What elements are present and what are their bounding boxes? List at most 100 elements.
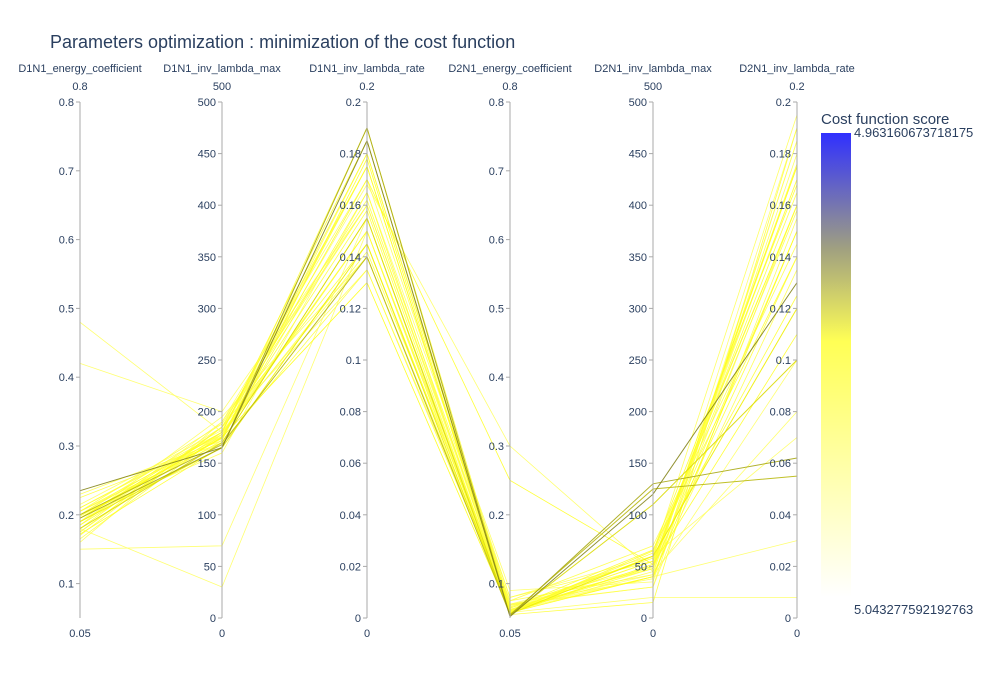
tick-label: 0.2	[489, 510, 504, 522]
data-line	[79, 140, 798, 591]
axis-D2N1_energy_coefficient[interactable]: D2N1_energy_coefficient 0.8 0.05 0.1 0.2 0.3 0…	[448, 63, 571, 640]
axis-range-max: 500	[213, 81, 231, 93]
data-lines	[79, 114, 798, 618]
tick-label: 0.7	[489, 166, 504, 178]
tick-label: 0	[210, 613, 216, 625]
data-line	[79, 209, 798, 612]
tick-label: 150	[198, 458, 216, 470]
tick-label: 0	[785, 613, 791, 625]
tick-label: 300	[198, 303, 216, 315]
tick-label: 0.06	[770, 458, 791, 470]
tick-label: 0.1	[489, 579, 504, 591]
axis-D1N1_energy_coefficient[interactable]: D1N1_energy_coefficient 0.8 0.05 0.1 0.2 0.3 0…	[18, 63, 141, 640]
tick-label: 200	[629, 407, 647, 419]
axis-range-min: 0.05	[499, 628, 520, 640]
tick-label: 0.16	[340, 200, 361, 212]
data-line	[79, 163, 798, 611]
tick-label: 350	[629, 252, 647, 264]
tick-label: 0.3	[489, 441, 504, 453]
tick-label: 0.5	[489, 303, 504, 315]
tick-label: 0.02	[770, 561, 791, 573]
axis-range-min: 0	[219, 628, 225, 640]
tick-label: 0.8	[59, 97, 74, 109]
tick-label: 0.5	[59, 303, 74, 315]
data-line	[79, 230, 798, 613]
axis-range-min: 0.05	[69, 628, 90, 640]
tick-label: 0.14	[770, 252, 791, 264]
tick-label: 300	[629, 303, 647, 315]
axis-range-max: 0.2	[789, 81, 804, 93]
tick-label: 100	[629, 510, 647, 522]
tick-label: 0.3	[59, 441, 74, 453]
tick-label: 0.2	[346, 97, 361, 109]
tick-label: 0.8	[489, 97, 504, 109]
tick-label: 250	[198, 355, 216, 367]
data-line	[79, 229, 798, 612]
data-line	[79, 114, 798, 598]
tick-label: 0.4	[59, 372, 74, 384]
data-line	[79, 126, 798, 617]
tick-label: 0.16	[770, 200, 791, 212]
tick-label: 450	[198, 149, 216, 161]
data-line	[79, 157, 798, 614]
axis-range-max: 0.8	[72, 81, 87, 93]
tick-label: 0	[641, 613, 647, 625]
tick-label: 0.1	[59, 579, 74, 591]
axis-D1N1_inv_lambda_rate[interactable]: D1N1_inv_lambda_rate 0.2 00 0.02 0.04 0.06 0.0…	[309, 63, 425, 640]
tick-label: 0.12	[340, 303, 361, 315]
tick-label: 0.06	[340, 458, 361, 470]
colorbar-title: Cost function score	[821, 111, 949, 128]
axis-D2N1_inv_lambda_rate[interactable]: D2N1_inv_lambda_rate 0.2 00 0.02 0.04 0.06 0.0…	[739, 63, 855, 640]
data-line	[79, 255, 798, 616]
data-line	[79, 204, 798, 602]
tick-label: 0.6	[489, 235, 504, 247]
tick-label: 200	[198, 407, 216, 419]
data-line	[79, 243, 798, 608]
axis-range-min: 0	[650, 628, 656, 640]
tick-label: 150	[629, 458, 647, 470]
tick-label: 0.12	[770, 303, 791, 315]
tick-label: 0.02	[340, 561, 361, 573]
tick-label: 0	[355, 613, 361, 625]
tick-label: 250	[629, 355, 647, 367]
tick-label: 0.04	[770, 510, 791, 522]
data-line	[79, 199, 798, 598]
tick-label: 0.4	[489, 372, 504, 384]
tick-label: 0.7	[59, 166, 74, 178]
tick-label: 0.2	[59, 510, 74, 522]
axis-range-min: 0	[794, 628, 800, 640]
data-line	[79, 205, 798, 612]
axis-title: D2N1_inv_lambda_max	[594, 63, 712, 75]
tick-label: 100	[198, 510, 216, 522]
tick-label: 50	[635, 561, 647, 573]
data-line	[79, 152, 798, 609]
data-line	[79, 153, 798, 605]
axis-range-min: 0	[364, 628, 370, 640]
data-line	[79, 139, 798, 618]
tick-label: 500	[629, 97, 647, 109]
axis-D2N1_inv_lambda_max[interactable]: D2N1_inv_lambda_max 500 00 50 100 150 200 250 30…	[594, 63, 712, 640]
tick-label: 400	[198, 200, 216, 212]
tick-label: 0.2	[776, 97, 791, 109]
tick-label: 0.08	[340, 407, 361, 419]
data-line	[79, 205, 798, 613]
tick-label: 400	[629, 200, 647, 212]
data-line	[79, 127, 798, 616]
chart-title: Parameters optimization : minimization o…	[50, 32, 516, 52]
tick-label: 450	[629, 149, 647, 161]
axis-D1N1_inv_lambda_max[interactable]: D1N1_inv_lambda_max 500 00 50 100 150 200 250 30…	[163, 63, 281, 640]
data-line	[79, 183, 798, 573]
tick-label: 0.1	[776, 355, 791, 367]
axis-range-max: 0.2	[359, 81, 374, 93]
tick-label: 50	[204, 561, 216, 573]
tick-label: 0.1	[346, 355, 361, 367]
data-line	[79, 126, 798, 611]
axis-range-max: 0.8	[502, 81, 517, 93]
axes: D1N1_energy_coefficient 0.8 0.05 0.1 0.2 0.3 0…	[18, 63, 854, 640]
axis-title: D1N1_inv_lambda_rate	[309, 63, 425, 75]
data-line	[79, 242, 798, 615]
tick-label: 0.6	[59, 235, 74, 247]
tick-label: 0.04	[340, 510, 361, 522]
axis-title: D1N1_inv_lambda_max	[163, 63, 281, 75]
